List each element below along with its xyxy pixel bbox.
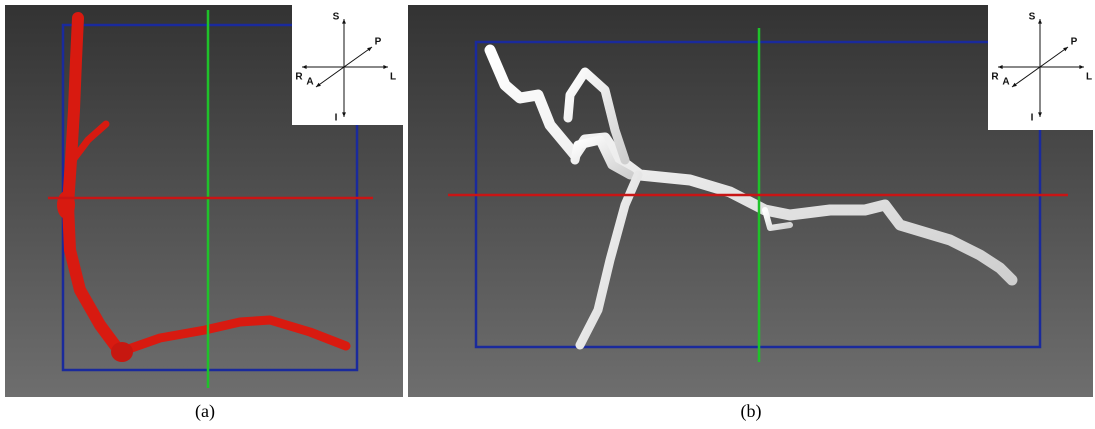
orientation-label: S — [333, 12, 340, 23]
orientation-label: R — [295, 72, 303, 83]
orientation-widget: S I R L P A — [292, 5, 403, 125]
panel-a: S I R L P A — [5, 5, 403, 397]
orientation-label: A — [306, 77, 313, 88]
orientation-label: I — [335, 113, 338, 124]
orientation-label: A — [1002, 77, 1009, 88]
caption: (a) — [195, 401, 215, 422]
caption: (b) — [741, 401, 762, 422]
figure: S I R L P A S I R L P A (a) (b) — [0, 0, 1095, 429]
orientation-widget: S I R L P A — [988, 5, 1093, 130]
orientation-label: I — [1031, 113, 1034, 124]
orientation-label: P — [1071, 37, 1078, 48]
orientation-label: P — [375, 37, 382, 48]
orientation-label: L — [390, 72, 396, 83]
orientation-label: R — [991, 72, 999, 83]
orientation-label: S — [1029, 12, 1036, 23]
orientation-label: L — [1086, 72, 1092, 83]
panel-b: S I R L P A — [408, 5, 1093, 397]
